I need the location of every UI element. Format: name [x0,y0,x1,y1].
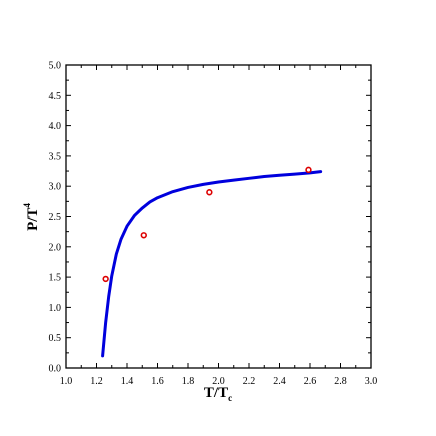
y-tick-labels: 0.0 0.5 1.0 1.5 2.0 2.5 3.0 3.5 4.0 4.5 5.0 [49,61,62,375]
x-tick-label: 2.8 [334,376,347,387]
y-tick-label: 1.5 [49,273,62,284]
data-point [140,232,147,239]
x-tick-label: 1.8 [182,376,195,387]
y-tick-label: 0.5 [49,333,62,344]
x-tick-label: 1.6 [151,376,164,387]
y-axis-title: P/T4 [22,203,41,231]
y-tick-label: 0.0 [49,364,62,375]
x-tick-label: 2.2 [243,376,256,387]
fit-curve [101,170,323,358]
data-point [206,189,213,196]
y-tick-label: 3.0 [49,182,62,193]
y-axis-title-superscript: 4 [22,203,32,208]
y-tick-label: 4.5 [49,91,62,102]
points-layer [102,166,312,283]
y-tick-label: 1.0 [49,303,62,314]
x-tick-label: 1.0 [60,376,73,387]
y-axis-title-base: P/T [25,208,41,231]
series-layer [101,170,323,358]
y-tick-label: 2.0 [49,242,62,253]
x-tick-label: 3.0 [365,376,378,387]
x-axis-title-base: T/T [204,385,228,401]
x-tick-label: 1.2 [90,376,103,387]
y-tick-label: 2.5 [49,212,62,223]
x-axis-title: T/Tc [204,385,232,403]
x-tick-label: 2.0 [212,376,225,387]
x-tick-label: 1.4 [121,376,134,387]
x-tick-label: 2.6 [304,376,317,387]
x-tick-labels: 1.0 1.2 1.4 1.6 1.8 2.0 2.2 2.4 2.6 2.8 3.0 [60,376,378,387]
y-tick-label: 4.0 [49,121,62,132]
data-point [102,275,109,283]
y-tick-label: 5.0 [49,61,62,72]
y-tick-label: 3.5 [49,151,62,162]
x-axis-title-subscript: c [228,393,232,403]
plot-frame [65,64,372,369]
x-tick-label: 2.4 [273,376,286,387]
ticks-layer [65,64,372,369]
data-point [305,166,312,174]
